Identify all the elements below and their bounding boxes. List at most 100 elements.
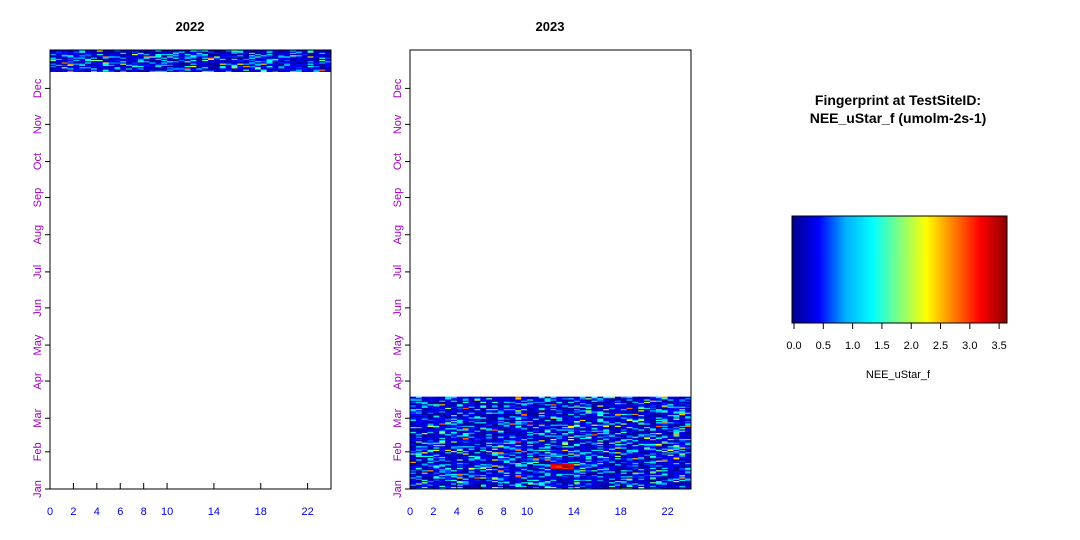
heatmap-cell bbox=[545, 397, 551, 399]
heatmap-cell bbox=[428, 397, 434, 399]
colorbar-tick-label: 0.5 bbox=[816, 340, 831, 352]
month-tick-label: Oct bbox=[392, 153, 404, 170]
heatmap-cell bbox=[621, 397, 627, 399]
heatmap-cell bbox=[527, 397, 533, 399]
month-tick-label: May bbox=[392, 334, 404, 355]
panel-2022-heatmap bbox=[50, 50, 331, 72]
month-tick-label: Apr bbox=[32, 372, 44, 389]
heatmap-cell bbox=[668, 397, 674, 399]
month-tick-label: Dec bbox=[392, 78, 404, 98]
panel-2023-heatmap bbox=[410, 397, 691, 490]
colorbar-tick-label: 2.0 bbox=[904, 340, 919, 352]
month-tick-label: Sep bbox=[392, 188, 404, 208]
heatmap-cell bbox=[650, 397, 656, 399]
heatmap-cell bbox=[603, 397, 609, 399]
heatmap-cell bbox=[480, 397, 486, 399]
month-tick-label: Nov bbox=[392, 114, 404, 134]
month-tick-label: Oct bbox=[32, 153, 44, 170]
month-tick-label: Jun bbox=[32, 299, 44, 317]
heatmap-cell bbox=[591, 397, 597, 399]
colorbar-tick-label: 2.5 bbox=[933, 340, 948, 352]
hour-tick-label: 6 bbox=[117, 506, 123, 518]
colorbar-tick-label: 3.0 bbox=[962, 340, 977, 352]
hour-tick-label: 8 bbox=[141, 506, 147, 518]
panel-2022-month-axis: JanFebMarAprMayJunJulAugSepOctNovDec bbox=[32, 78, 50, 498]
month-tick-label: Aug bbox=[392, 225, 404, 245]
hour-tick-label: 22 bbox=[301, 506, 313, 518]
heatmap-cell bbox=[597, 397, 603, 399]
month-tick-label: Jun bbox=[392, 299, 404, 317]
heatmap-cell bbox=[656, 397, 662, 399]
heatmap-cell bbox=[574, 397, 580, 399]
heatmap-cell bbox=[492, 397, 498, 399]
heatmap-cell bbox=[533, 397, 539, 399]
heatmap-cell bbox=[521, 397, 527, 399]
month-tick-label: Jan bbox=[392, 480, 404, 498]
heatmap-cell bbox=[562, 397, 568, 399]
month-tick-label: May bbox=[32, 334, 44, 355]
hour-tick-label: 8 bbox=[501, 506, 507, 518]
color-legend: Fingerprint at TestSiteID: NEE_uStar_f (… bbox=[786, 92, 1007, 381]
colorbar bbox=[792, 216, 1007, 323]
heatmap-cell bbox=[580, 397, 586, 399]
heatmap-cell bbox=[539, 397, 545, 399]
month-tick-label: Jul bbox=[392, 265, 404, 279]
panel-2022-title: 2022 bbox=[176, 19, 205, 34]
month-tick-label: Mar bbox=[392, 408, 404, 427]
heatmap-cell bbox=[498, 397, 504, 399]
hour-tick-label: 14 bbox=[208, 506, 220, 518]
heatmap-cell bbox=[586, 397, 592, 399]
colorbar-tick-label: 1.0 bbox=[845, 340, 860, 352]
hour-tick-label: 2 bbox=[430, 506, 436, 518]
colorbar-axis: 0.0 0.5 1.0 1.5 2.0 2.5 3.0 3.5 bbox=[786, 323, 1006, 352]
heatmap-cell bbox=[457, 397, 463, 399]
heatmap-cell bbox=[469, 397, 475, 399]
legend-title-line1: Fingerprint at TestSiteID: bbox=[815, 92, 981, 108]
heatmap-cell bbox=[439, 397, 445, 399]
legend-title-line2: NEE_uStar_f (umolm-2s-1) bbox=[810, 110, 987, 126]
hour-tick-label: 14 bbox=[568, 506, 580, 518]
heatmap-cell bbox=[638, 397, 644, 399]
hour-tick-label: 4 bbox=[454, 506, 460, 518]
month-tick-label: Apr bbox=[392, 372, 404, 389]
heatmap-cell bbox=[510, 397, 516, 399]
heatmap-cell bbox=[504, 397, 510, 399]
panel-2023: 2023 Jan Feb Mar Apr May Jun Jul Aug Sep Oct Nov De… bbox=[392, 19, 691, 518]
heatmap-cell bbox=[486, 397, 492, 399]
month-tick-label: Feb bbox=[32, 442, 44, 461]
colorbar-tick-label: 1.5 bbox=[874, 340, 889, 352]
panel-2023-title: 2023 bbox=[536, 19, 565, 34]
heatmap-cell bbox=[615, 397, 621, 399]
month-tick-label: Feb bbox=[392, 442, 404, 461]
heatmap-cell bbox=[445, 397, 451, 399]
panel-2023-month-axis: Jan Feb Mar Apr May Jun Jul Aug Sep Oct Nov Dec bbox=[392, 78, 410, 498]
hour-tick-label: 4 bbox=[94, 506, 100, 518]
hour-tick-label: 10 bbox=[521, 506, 533, 518]
heatmap-cell bbox=[416, 397, 422, 399]
hour-tick-label: 6 bbox=[477, 506, 483, 518]
month-tick-label: Sep bbox=[32, 188, 44, 208]
hour-tick-label: 18 bbox=[615, 506, 627, 518]
heatmap-cell bbox=[556, 397, 562, 399]
month-tick-label: Jul bbox=[32, 265, 44, 279]
panel-2022-hour-axis: 0 2 4 6 8 10 14 18 22 bbox=[47, 483, 314, 518]
heatmap-cell bbox=[515, 397, 521, 399]
heatmap-cell bbox=[568, 397, 574, 399]
hour-tick-label: 22 bbox=[661, 506, 673, 518]
heatmap-cell bbox=[679, 397, 685, 399]
month-tick-label: Jan bbox=[32, 480, 44, 498]
heatmap-cell bbox=[451, 397, 457, 399]
heatmap-cell bbox=[662, 397, 668, 399]
month-tick-label: Mar bbox=[32, 408, 44, 427]
panel-2022: 2022 JanFebMarAprMayJunJulAugSepOctNovDe… bbox=[32, 19, 331, 518]
hour-tick-label: 0 bbox=[407, 506, 413, 518]
hour-tick-label: 10 bbox=[161, 506, 173, 518]
heatmap-cell bbox=[632, 397, 638, 399]
panel-2022-frame bbox=[50, 50, 331, 489]
hour-tick-label: 2 bbox=[70, 506, 76, 518]
heatmap-cell bbox=[551, 397, 557, 399]
colorbar-label: NEE_uStar_f bbox=[866, 369, 931, 381]
heatmap-cell bbox=[463, 397, 469, 399]
month-tick-label: Dec bbox=[32, 78, 44, 98]
